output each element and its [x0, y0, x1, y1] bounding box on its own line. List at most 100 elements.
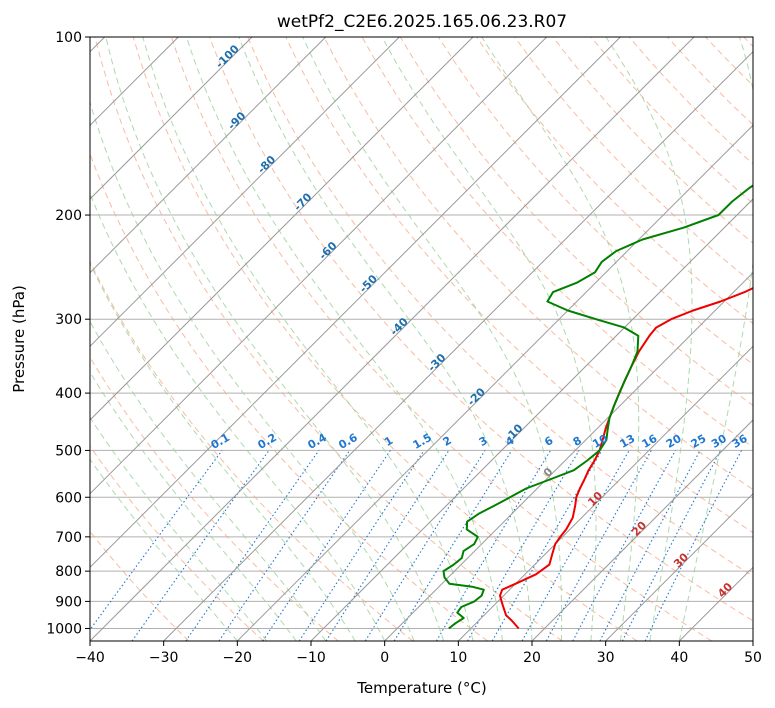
dry-adiabat-label: 10	[585, 489, 605, 509]
mixing-ratio-label: 3	[477, 434, 490, 449]
chart-title: wetPf2_C2E6.2025.165.06.23.R07	[277, 12, 567, 32]
mixing-ratio-line	[599, 450, 701, 641]
x-tick-label: 40	[670, 650, 688, 666]
dry-adiabat	[743, 37, 753, 48]
x-tick-label: 10	[449, 650, 467, 666]
moist-adiabat	[90, 458, 238, 641]
x-tick-label: 0	[380, 650, 389, 666]
y-tick-label: 1000	[46, 621, 82, 637]
y-tick-label: 300	[55, 312, 82, 328]
dry-adiabat	[667, 37, 753, 126]
mixing-ratio-label: 1	[382, 434, 395, 449]
mixing-ratio-line	[644, 450, 742, 641]
mixing-ratio-label: 0.4	[306, 431, 330, 452]
mixing-ratio-line	[393, 450, 513, 641]
dry-adiabat	[437, 37, 753, 365]
dry-adiabat	[476, 37, 753, 325]
mixing-ratio-line	[90, 450, 223, 631]
x-tick-label: −30	[149, 650, 179, 666]
y-tick-label: 100	[55, 30, 82, 46]
dry-adiabat	[90, 445, 264, 641]
isotherm-label: -50	[357, 272, 380, 295]
x-tick-label: −20	[223, 650, 253, 666]
isotherm-label: -60	[316, 239, 339, 262]
dry-adiabat	[90, 152, 488, 641]
isotherm	[90, 37, 400, 348]
mixing-ratio-label: 36	[730, 432, 750, 451]
mixing-ratio-line	[325, 450, 450, 641]
dry-adiabat	[247, 37, 753, 577]
mixing-ratio-line	[185, 450, 320, 641]
axes: −40 −30 −20 −10 0 10 20 30 40 50 1000 900 800 700 600 5…	[46, 30, 762, 666]
moist-adiabat	[105, 37, 445, 641]
dewpoint-profile-line	[442, 184, 753, 630]
mixing-ratio-line	[521, 450, 630, 641]
isotherm	[752, 640, 753, 641]
isotherm	[90, 37, 695, 641]
y-axis-label: Pressure (hPa)	[10, 285, 28, 393]
moist-adiabat	[381, 37, 597, 641]
dry-adiabat	[90, 530, 190, 641]
y-tick-label: 600	[55, 490, 82, 506]
y-tick-label: 800	[55, 564, 82, 580]
mixing-ratio-line	[364, 450, 486, 641]
isotherm	[163, 50, 753, 641]
dry-adiabat	[705, 37, 753, 87]
dry-adiabat	[90, 356, 339, 641]
dry-adiabat	[323, 37, 753, 491]
mixing-ratio-line	[621, 450, 722, 641]
x-tick-label: 20	[523, 650, 541, 666]
isotherm-label: -90	[225, 109, 248, 132]
mixing-ratio-line	[572, 450, 676, 641]
mixing-ratio-label: 6	[542, 434, 555, 449]
y-tick-label: 400	[55, 386, 82, 402]
plot-area: -100-90-80-70-60-50-40-30-20-10010203040…	[90, 37, 753, 641]
mixing-ratio-line	[262, 450, 391, 641]
moist-adiabat	[90, 192, 386, 641]
x-tick-label: −40	[75, 650, 105, 666]
x-axis-label: Temperature (°C)	[356, 679, 486, 697]
dry-adiabat	[552, 37, 753, 244]
moist-adiabat	[90, 416, 268, 641]
isotherm-label: -40	[388, 315, 411, 338]
dry-adiabat	[209, 37, 753, 622]
mixing-ratio-label: 0.1	[209, 431, 232, 452]
x-tick-label: 50	[744, 650, 762, 666]
mixing-ratio-label: 1.5	[411, 431, 434, 452]
isotherm	[90, 37, 621, 569]
moist-adiabat	[605, 37, 693, 641]
mixing-ratio-label: 25	[689, 432, 709, 451]
y-tick-label: 900	[55, 594, 82, 610]
isotherm	[678, 566, 753, 641]
mixing-ratio-label: 8	[571, 434, 584, 449]
moist-adiabat	[186, 37, 503, 641]
dry-adiabat-label: 30	[671, 550, 691, 570]
isotherm	[90, 37, 474, 421]
isotherm	[531, 419, 753, 641]
isotherm	[90, 37, 548, 495]
y-tick-label: 500	[55, 443, 82, 459]
moist-adiabat	[238, 37, 533, 641]
y-tick-label: 200	[55, 208, 82, 224]
dry-adiabat	[285, 37, 753, 534]
mixing-ratio-line	[467, 450, 580, 641]
mixing-ratio-label: 13	[618, 432, 638, 451]
temperature-profile-line	[499, 287, 753, 630]
dry-adiabat	[132, 37, 638, 641]
mixing-ratio-line	[545, 450, 652, 641]
mixing-ratio-line	[218, 450, 351, 641]
moist-adiabat	[302, 37, 563, 641]
y-tick-label: 700	[55, 530, 82, 546]
x-tick-label: 30	[597, 650, 615, 666]
moist-adiabat	[678, 37, 753, 641]
isotherm	[384, 271, 753, 641]
dry-adiabat	[514, 37, 753, 284]
mixing-ratio-line	[298, 450, 425, 641]
plot-frame	[89, 36, 754, 642]
moist-adiabat	[142, 37, 474, 641]
dry-adiabat	[90, 260, 414, 641]
isotherm-label: -100	[213, 42, 242, 71]
isotherm-label: -20	[465, 385, 488, 408]
mixing-ratio-label: 30	[709, 432, 729, 451]
